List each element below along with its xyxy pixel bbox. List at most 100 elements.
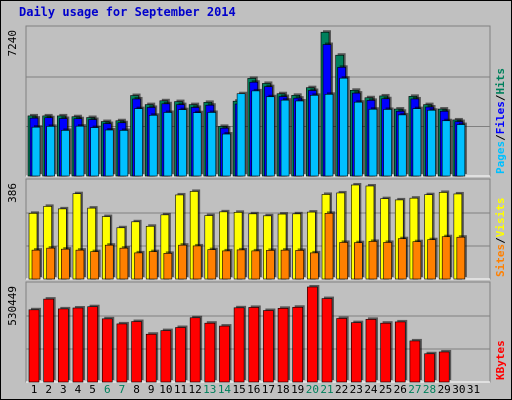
day-label-8: 8 — [133, 383, 140, 396]
bar-kbytes-day-1 — [28, 309, 40, 383]
bar-pages-day-27 — [412, 108, 422, 177]
bar-kbytes-day-4 — [72, 307, 84, 383]
day-label-21: 21 — [320, 383, 333, 396]
legend-item-hits-files-pages-0: Pages — [494, 141, 507, 174]
bar-kbytes-day-27 — [409, 340, 421, 383]
bar-sites-day-19 — [295, 250, 305, 280]
ymax-label-visits-sites: 386 — [6, 183, 19, 203]
legend-item-kbytes-0: KBytes — [494, 340, 507, 380]
bar-pages-day-2 — [46, 126, 55, 177]
day-label-3: 3 — [60, 383, 67, 396]
bar-sites-day-17 — [266, 250, 275, 280]
bar-sites-day-7 — [119, 247, 129, 280]
day-label-22: 22 — [335, 383, 348, 396]
day-label-18: 18 — [276, 383, 289, 396]
bar-pages-day-18 — [280, 99, 290, 177]
bar-pages-day-22 — [339, 77, 348, 177]
bar-kbytes-day-6 — [101, 318, 113, 383]
bar-kbytes-day-11 — [175, 327, 186, 383]
bar-kbytes-day-18 — [277, 308, 289, 383]
bar-kbytes-day-20 — [307, 286, 318, 383]
day-label-17: 17 — [262, 383, 275, 396]
bar-sites-day-12 — [192, 245, 202, 280]
bar-sites-day-29 — [441, 236, 451, 280]
bar-pages-day-25 — [383, 109, 392, 177]
day-label-10: 10 — [159, 383, 172, 396]
day-label-9: 9 — [148, 383, 155, 396]
bar-pages-day-4 — [75, 125, 85, 177]
bar-sites-day-2 — [46, 247, 55, 280]
legend-item-hits-files-pages-3: / — [494, 94, 507, 101]
bar-kbytes-day-15 — [233, 307, 245, 383]
bar-kbytes-day-29 — [438, 351, 450, 383]
day-label-2: 2 — [45, 383, 52, 396]
day-label-7: 7 — [119, 383, 126, 396]
bar-pages-day-20 — [310, 95, 319, 177]
bar-sites-day-20 — [310, 252, 319, 280]
bar-sites-day-25 — [383, 242, 392, 280]
bar-kbytes-day-7 — [116, 323, 128, 383]
day-label-13: 13 — [203, 383, 216, 396]
bar-sites-day-26 — [397, 238, 407, 280]
bar-sites-day-13 — [207, 249, 217, 280]
ymax-label-hits-files-pages: 7240 — [6, 30, 19, 57]
day-label-26: 26 — [394, 383, 407, 396]
day-label-25: 25 — [379, 383, 392, 396]
bar-kbytes-day-2 — [43, 298, 54, 383]
bar-sites-day-18 — [280, 249, 290, 280]
legend-visits-sites: Sites/Visits — [494, 198, 507, 278]
legend-item-hits-files-pages-1: / — [494, 134, 507, 141]
bar-kbytes-day-19 — [292, 306, 304, 383]
legend-hits-files-pages: Pages/Files/Hits — [494, 68, 507, 174]
bar-sites-day-21 — [324, 213, 334, 280]
bar-pages-day-6 — [104, 129, 114, 177]
day-label-1: 1 — [31, 383, 38, 396]
bar-kbytes-day-21 — [321, 298, 333, 383]
bar-pages-day-10 — [163, 112, 173, 177]
bar-kbytes-day-9 — [145, 333, 157, 383]
bar-pages-day-12 — [192, 112, 202, 177]
bar-kbytes-day-28 — [424, 353, 435, 383]
legend-item-visits-sites-2: Visits — [494, 198, 507, 238]
day-label-29: 29 — [438, 383, 451, 396]
bar-kbytes-day-12 — [189, 317, 201, 383]
legend-item-visits-sites-1: / — [494, 237, 507, 244]
bar-sites-day-8 — [134, 252, 143, 280]
bar-pages-day-19 — [295, 100, 305, 177]
bar-kbytes-day-16 — [248, 307, 260, 383]
bar-sites-day-30 — [456, 236, 466, 280]
legend-kbytes: KBytes — [494, 340, 507, 380]
legend-item-hits-files-pages-4: Hits — [494, 68, 507, 95]
bar-pages-day-29 — [441, 120, 451, 177]
day-label-24: 24 — [364, 383, 378, 396]
bar-sites-day-28 — [427, 239, 436, 280]
bar-pages-day-23 — [353, 101, 363, 177]
bar-kbytes-day-8 — [131, 321, 142, 383]
legend-item-hits-files-pages-2: Files — [494, 101, 507, 134]
bar-sites-day-23 — [353, 242, 363, 280]
bar-pages-day-15 — [236, 93, 246, 177]
day-label-12: 12 — [189, 383, 202, 396]
bar-pages-day-13 — [207, 112, 217, 177]
bar-kbytes-day-23 — [350, 322, 362, 383]
day-label-5: 5 — [89, 383, 96, 396]
day-label-27: 27 — [408, 383, 421, 396]
bar-kbytes-day-14 — [219, 325, 230, 383]
day-label-23: 23 — [350, 383, 363, 396]
day-label-6: 6 — [104, 383, 111, 396]
bar-pages-day-21 — [324, 94, 334, 177]
bar-pages-day-28 — [427, 109, 436, 177]
bar-pages-day-17 — [266, 96, 275, 177]
bar-kbytes-day-3 — [57, 308, 69, 383]
bar-pages-day-26 — [397, 114, 407, 177]
bar-pages-day-1 — [31, 126, 41, 177]
bar-pages-day-9 — [148, 115, 158, 177]
day-label-31: 31 — [467, 383, 480, 396]
bar-kbytes-day-24 — [365, 319, 377, 383]
bar-sites-day-16 — [251, 250, 261, 280]
bar-sites-day-24 — [368, 241, 378, 280]
bar-pages-day-7 — [119, 130, 129, 177]
bar-pages-day-8 — [134, 108, 143, 177]
